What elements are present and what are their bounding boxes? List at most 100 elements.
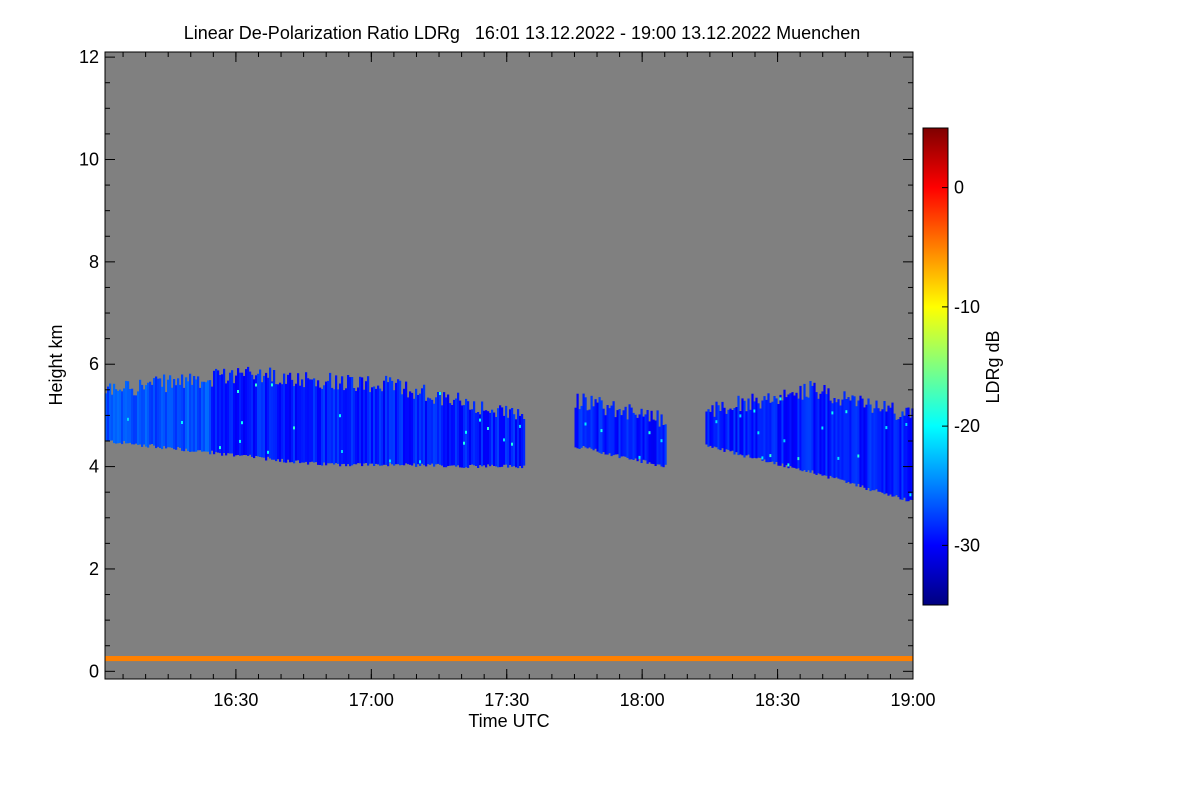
cloud-column: [574, 407, 577, 448]
cloud-column: [582, 393, 585, 446]
cloud-column: [509, 409, 512, 465]
cloud-column: [247, 366, 250, 456]
cloud-column: [439, 391, 442, 465]
cloud-column: [153, 378, 156, 446]
cloud-column: [610, 405, 613, 457]
cloud-column: [827, 388, 830, 479]
cloud-column: [277, 384, 280, 460]
cloud-column: [205, 382, 208, 452]
cloud-column: [191, 384, 194, 452]
cloud-column: [626, 419, 629, 458]
cloud-speckle: [389, 459, 391, 463]
cloud-speckle: [503, 438, 505, 442]
cloud-column: [505, 405, 508, 465]
cloud-column: [257, 373, 260, 457]
cloud-column: [161, 386, 164, 450]
cloud-column: [632, 412, 635, 460]
cloud-column: [411, 392, 414, 466]
cloud-column: [325, 381, 328, 466]
cloud-column: [301, 379, 304, 463]
cloud-column: [271, 381, 274, 460]
cloud-column: [493, 412, 496, 466]
cloud-column: [893, 413, 896, 497]
cloud-column: [616, 410, 619, 455]
cloud-speckle: [267, 450, 269, 454]
cloud-column: [879, 411, 882, 492]
cloud-column: [395, 382, 398, 465]
cloud-column: [181, 374, 184, 451]
cloud-segment: [705, 381, 914, 502]
chart-title: Linear De-Polarization Ratio LDRg 16:01 …: [184, 23, 860, 43]
cloud-speckle: [769, 454, 772, 458]
cloud-column: [359, 376, 362, 464]
cloud-column: [119, 389, 122, 443]
cloud-column: [245, 369, 248, 456]
cloud-column: [634, 414, 637, 459]
cloud-column: [305, 372, 308, 462]
cloud-column: [241, 372, 244, 456]
cloud-column: [183, 387, 186, 452]
x-axis: 16:30 17:00 17:30 18:00 18:30 19:00: [122, 52, 936, 710]
cloud-column: [642, 416, 645, 460]
cloud-column: [811, 385, 814, 471]
cloud-column: [869, 404, 872, 492]
cloud-column: [899, 417, 902, 500]
cloud-column: [461, 405, 464, 468]
cloud-column: [823, 385, 826, 476]
cloud-column: [847, 397, 850, 482]
cloud-column: [255, 375, 258, 456]
cloud-column: [261, 382, 264, 458]
cloud-speckle: [237, 390, 239, 393]
cloud-column: [743, 400, 746, 458]
cloud-column: [201, 381, 204, 452]
cloud-column: [265, 372, 268, 461]
cloud-column: [235, 375, 238, 456]
cloud-column: [519, 415, 522, 466]
cloud-speckle: [239, 439, 241, 443]
cloud-column: [309, 379, 312, 463]
cloud-column: [133, 395, 136, 445]
cloud-column: [327, 380, 330, 464]
cloud-column: [875, 400, 878, 490]
cloud-column: [741, 398, 744, 456]
cloud-speckle: [648, 431, 651, 435]
cloud-column: [636, 417, 639, 462]
cloud-speckle: [600, 429, 603, 433]
cloud-column: [111, 394, 114, 441]
cloud-column: [580, 405, 583, 448]
cloud-column: [225, 383, 228, 456]
cloud-column: [652, 419, 655, 465]
cloud-column: [717, 405, 720, 450]
cloud-column: [413, 398, 416, 464]
cloud-column: [817, 398, 820, 474]
cloud-speckle: [753, 409, 756, 413]
cloud-column: [871, 412, 874, 491]
cloud-column: [901, 411, 904, 500]
cloud-column: [499, 405, 502, 468]
cloud-speckle: [219, 446, 221, 450]
cloud-column: [821, 391, 824, 476]
cloud-speckle: [341, 450, 343, 453]
cloud-column: [895, 419, 898, 496]
cloud-column: [769, 402, 772, 462]
cloud-column: [253, 379, 256, 459]
cloud-layer: [105, 366, 914, 502]
cloud-column: [193, 376, 196, 452]
cloud-column: [485, 410, 488, 468]
cloud-column: [173, 379, 176, 450]
cloud-column: [801, 399, 804, 472]
cloud-speckle: [660, 439, 663, 443]
cloud-column: [141, 384, 144, 447]
cloud-column: [584, 397, 587, 448]
cloud-column: [721, 401, 724, 449]
cloud-column: [650, 410, 653, 464]
cloud-column: [371, 387, 374, 464]
cloud-column: [251, 374, 254, 457]
cloud-column: [491, 409, 494, 465]
cloud-column: [771, 401, 774, 462]
cloud-column: [179, 384, 182, 448]
cloud-column: [843, 391, 846, 481]
cloud-column: [355, 391, 358, 465]
cloud-column: [383, 380, 386, 465]
cloud-column: [873, 408, 876, 491]
